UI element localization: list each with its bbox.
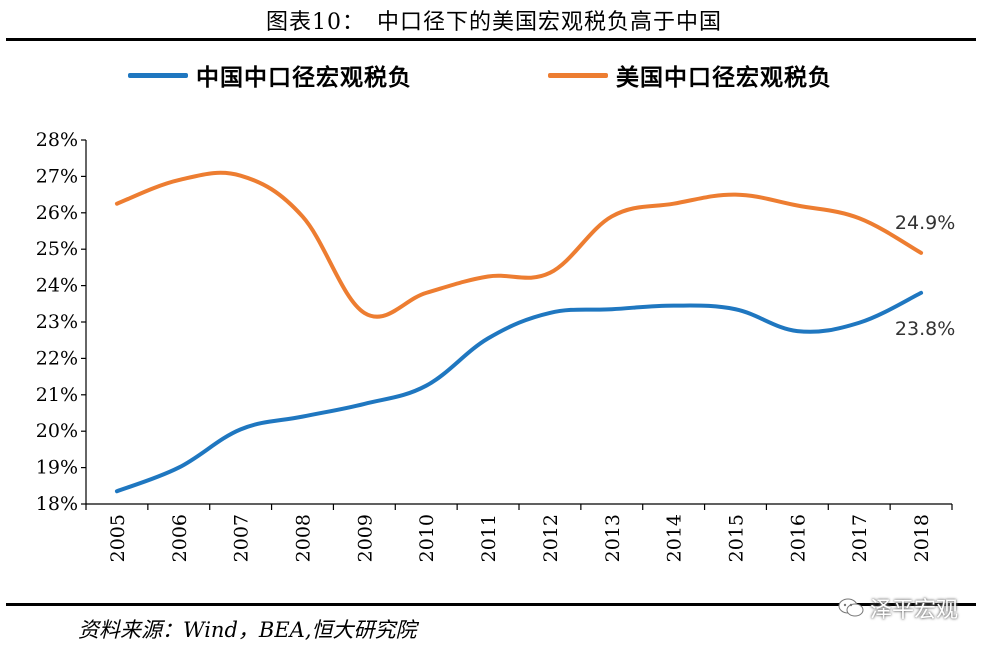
chart-title: 图表10： 中口径下的美国宏观税负高于中国 bbox=[266, 10, 722, 35]
legend-item-china: 中国中口径宏观税负 bbox=[128, 58, 412, 92]
x-tick-label: 2014 bbox=[664, 514, 686, 562]
y-tick-label: 20% bbox=[36, 420, 78, 442]
legend-item-usa: 美国中口径宏观税负 bbox=[548, 58, 832, 92]
series-usa-line bbox=[114, 170, 924, 319]
watermark: 泽平宏观 bbox=[838, 592, 958, 624]
y-tick-label: 24% bbox=[36, 275, 78, 297]
x-tick-label: 2016 bbox=[787, 514, 809, 562]
legend-label-china: 中国中口径宏观税负 bbox=[196, 65, 412, 91]
x-tick-label: 2006 bbox=[169, 514, 191, 562]
x-tick-label: 2011 bbox=[478, 514, 500, 562]
x-tick-label: 2017 bbox=[849, 514, 871, 562]
y-tick-label: 19% bbox=[36, 457, 78, 479]
chart-legend: 中国中口径宏观税负 美国中口径宏观税负 bbox=[0, 58, 988, 98]
y-tick-label: 22% bbox=[36, 347, 78, 369]
watermark-text: 泽平宏观 bbox=[869, 598, 958, 623]
y-tick-label: 26% bbox=[36, 202, 78, 224]
wechat-icon bbox=[838, 598, 864, 617]
bottom-rule bbox=[6, 603, 976, 606]
y-tick-label: 27% bbox=[36, 165, 78, 187]
legend-swatch-usa bbox=[548, 72, 608, 78]
x-tick-label: 2009 bbox=[354, 514, 376, 562]
legend-swatch-china bbox=[128, 72, 188, 78]
x-tick-label: 2010 bbox=[416, 514, 438, 562]
y-tick-label: 28% bbox=[36, 129, 78, 151]
x-tick-label: 2015 bbox=[726, 514, 748, 562]
y-tick-label: 23% bbox=[36, 311, 78, 333]
x-tick-label: 2012 bbox=[540, 514, 562, 562]
y-tick-label: 21% bbox=[36, 384, 78, 406]
y-tick-label: 18% bbox=[36, 493, 78, 515]
series-china-line bbox=[114, 290, 924, 494]
top-rule bbox=[6, 38, 976, 41]
source-note: 资料来源：Wind，BEA,恒大研究院 bbox=[78, 618, 417, 642]
legend-label-usa: 美国中口径宏观税负 bbox=[616, 65, 832, 91]
x-tick-label: 2018 bbox=[911, 514, 933, 562]
x-tick-label: 2013 bbox=[602, 514, 624, 562]
x-tick-label: 2007 bbox=[231, 514, 253, 562]
y-tick-label: 25% bbox=[36, 238, 78, 260]
data-label: 24.9% bbox=[895, 212, 955, 234]
x-tick-label: 2005 bbox=[107, 514, 129, 562]
data-label: 23.8% bbox=[895, 318, 955, 340]
x-tick-label: 2008 bbox=[293, 514, 315, 562]
